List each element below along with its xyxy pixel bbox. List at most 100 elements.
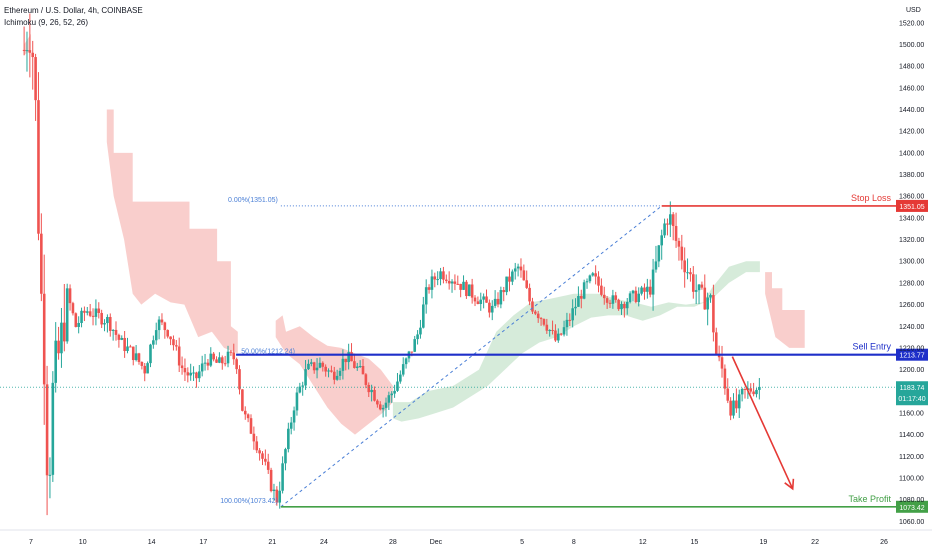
candle-body: [266, 461, 270, 470]
candle-body: [232, 352, 236, 360]
candle-body: [623, 303, 626, 309]
candle-body: [341, 358, 345, 371]
candle-body: [246, 414, 250, 419]
candle-body: [57, 340, 60, 354]
candle-body: [200, 363, 204, 372]
candle-body: [71, 303, 75, 314]
candle-body: [493, 298, 497, 306]
candle-body: [536, 313, 540, 319]
candle-body: [106, 316, 109, 324]
candle-body: [324, 366, 327, 372]
candle-body: [85, 311, 89, 313]
candle-body: [640, 287, 643, 294]
candle-body: [729, 400, 732, 416]
candle-body: [304, 369, 307, 386]
candle-body: [677, 240, 681, 247]
symbol-title[interactable]: Ethereum / U.S. Dollar, 4h, COINBASE: [4, 6, 143, 15]
candle-body: [755, 389, 758, 395]
level-name-stop: Stop Loss: [851, 193, 892, 203]
candle-body: [683, 260, 686, 273]
x-tick-label: Dec: [430, 539, 443, 546]
candle-body: [353, 361, 356, 368]
price-axis-bg: [896, 0, 932, 550]
candle-body: [209, 353, 213, 366]
candle-body: [269, 469, 273, 492]
candle-body: [591, 273, 595, 276]
y-tick-label: 1080.00: [899, 497, 924, 504]
ichimoku-cloud-bullish-3: [392, 261, 760, 422]
candles: [22, 13, 761, 516]
indicator-title[interactable]: Ichimoku (9, 26, 52, 26): [4, 18, 89, 27]
candle-body: [387, 395, 391, 403]
candle-body: [565, 319, 569, 328]
candle-body: [160, 319, 164, 323]
candle-body: [48, 474, 52, 476]
candle-body: [189, 372, 192, 376]
candle-body: [169, 336, 172, 340]
current-price-value: 1183.74: [900, 385, 925, 392]
candle-body: [152, 340, 155, 345]
bar-countdown: 01:17:40: [898, 396, 925, 403]
candle-body: [74, 313, 78, 327]
x-tick-label: 8: [572, 539, 576, 546]
candle-body: [261, 453, 264, 459]
candle-body: [534, 311, 537, 314]
candle-body: [502, 290, 506, 293]
candle-body: [559, 333, 563, 335]
candle-body: [384, 402, 388, 408]
candle-body: [608, 302, 612, 304]
y-tick-label: 1300.00: [899, 259, 924, 266]
candle-body: [410, 351, 414, 353]
candle-body: [712, 295, 715, 333]
candle-body: [272, 489, 276, 492]
candle-body: [424, 287, 428, 305]
y-tick-label: 1520.00: [899, 20, 924, 27]
candle-body: [361, 366, 365, 375]
candle-body: [330, 370, 333, 372]
candle-body: [249, 418, 253, 434]
x-tick-label: 21: [268, 539, 276, 546]
level-price-entry: 1213.77: [899, 353, 924, 360]
candle-body: [376, 400, 379, 405]
candle-body: [157, 319, 161, 331]
projection-arrow-line: [731, 356, 794, 490]
candle-body: [97, 308, 101, 313]
candle-body: [465, 281, 468, 297]
candle-body: [310, 362, 313, 364]
candle-body: [31, 52, 35, 58]
candle-body: [706, 297, 709, 310]
candle-body: [252, 433, 256, 442]
candle-body: [218, 357, 221, 363]
y-tick-label: 1400.00: [899, 150, 924, 157]
candle-body: [732, 400, 735, 416]
candle-body: [628, 293, 632, 302]
candle-body: [114, 329, 118, 335]
candle-body: [373, 389, 376, 401]
candle-body: [34, 57, 37, 101]
fib-label-50: 50.00%(1212.24): [241, 348, 295, 355]
x-tick-label: 22: [811, 539, 819, 546]
candle-body: [511, 271, 514, 282]
fib-label-100: 100.00%(1073.42): [220, 498, 278, 505]
candle-body: [80, 310, 83, 323]
candle-body: [542, 319, 546, 325]
candle-body: [37, 100, 40, 234]
candle-body: [490, 305, 494, 313]
level-name-target: Take Profit: [848, 494, 891, 504]
candle-body: [287, 428, 290, 450]
candle-body: [226, 351, 230, 364]
candle-body: [470, 284, 474, 298]
candle-body: [45, 384, 49, 476]
candle-body: [436, 279, 439, 281]
candle-body: [120, 337, 124, 340]
y-tick-label: 1480.00: [899, 64, 924, 71]
candle-body: [396, 381, 399, 391]
candle-body: [183, 368, 187, 373]
candle-body: [625, 301, 629, 309]
y-axis-label: USD: [906, 7, 921, 14]
candle-body: [663, 223, 666, 236]
y-tick-label: 1360.00: [899, 194, 924, 201]
candle-body: [255, 441, 259, 451]
